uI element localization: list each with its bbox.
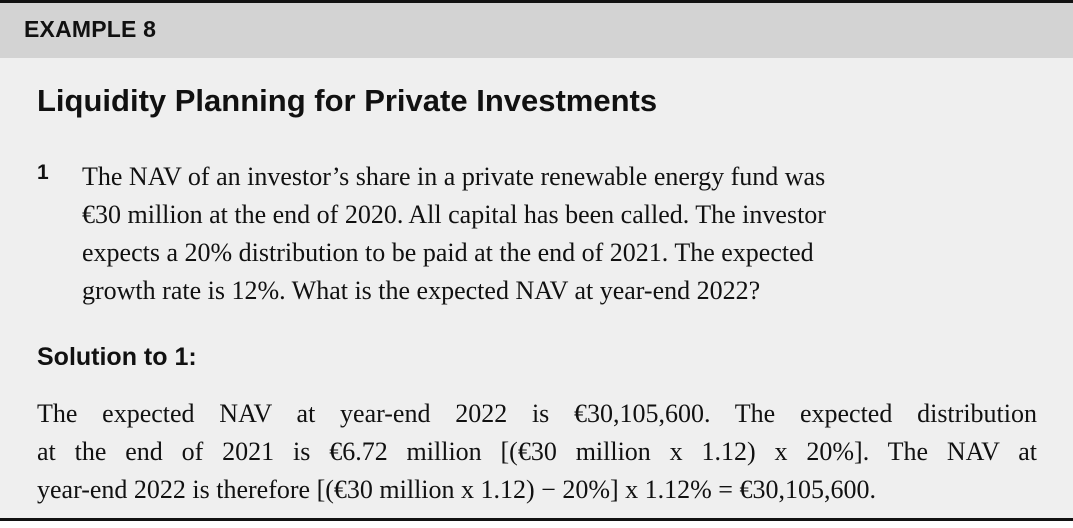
question-line: expects a 20% distribution to be paid at… — [82, 238, 814, 267]
example-title: Liquidity Planning for Private Investmen… — [37, 83, 658, 118]
question-text: The NAV of an investor’s share in a priv… — [82, 158, 1022, 310]
solution-line: year-end 2022 is therefore [(€30 million… — [37, 475, 876, 504]
solution-text: The expected NAV at year-end 2022 is €30… — [37, 395, 1037, 509]
example-header: EXAMPLE 8 — [0, 3, 1073, 58]
solution-heading: Solution to 1: — [37, 343, 197, 371]
question-number: 1 — [37, 161, 49, 184]
question-line: €30 million at the end of 2020. All capi… — [82, 200, 826, 229]
question-line: growth rate is 12%. What is the expected… — [82, 276, 761, 305]
question-line: The NAV of an investor’s share in a priv… — [82, 162, 826, 191]
solution-line: at the end of 2021 is €6.72 million [(€3… — [37, 437, 1037, 466]
solution-line: The expected NAV at year-end 2022 is €30… — [37, 399, 1037, 428]
example-label: EXAMPLE 8 — [24, 16, 157, 42]
